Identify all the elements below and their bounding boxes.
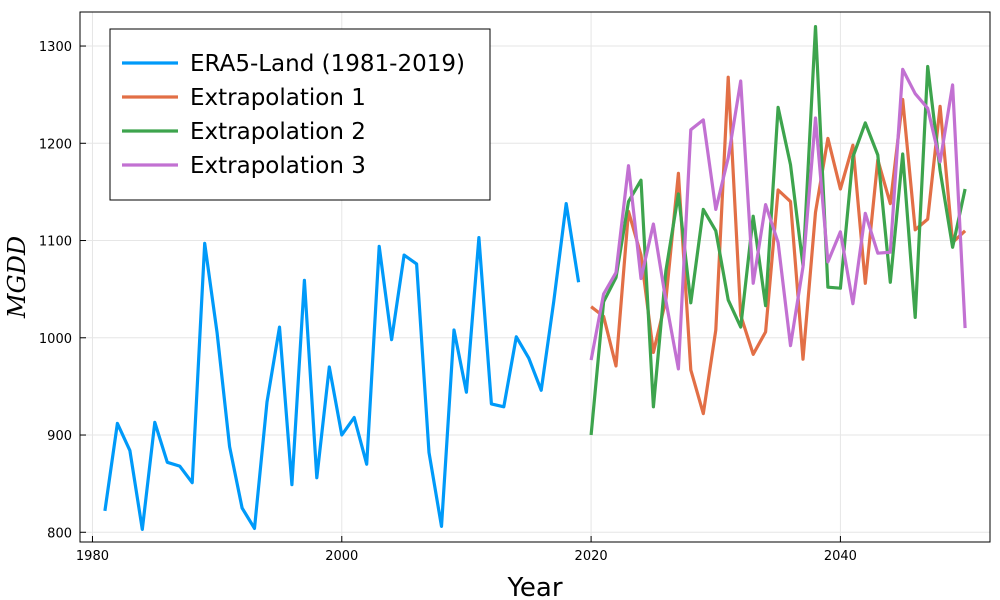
legend-entry-label: Extrapolation 2 — [190, 119, 366, 145]
series-layer — [103, 25, 967, 532]
y-tick-label: 900 — [47, 429, 72, 444]
legend-box — [109, 28, 491, 201]
x-tick-label: 2020 — [575, 549, 608, 564]
x-tick-label: 2040 — [824, 549, 857, 564]
legend-entry-label: Extrapolation 3 — [190, 153, 366, 179]
series-line-1 — [103, 202, 581, 532]
axis-ticks: 1980 2000 2020 2040 800 900 1000 1100 1200 1300 — [39, 40, 857, 564]
y-tick-label: 1000 — [39, 332, 72, 347]
x-tick-label: 2000 — [325, 549, 358, 564]
y-axis-label: MGDD — [3, 236, 31, 319]
gridlines — [80, 12, 990, 542]
y-tick-label: 1200 — [39, 137, 72, 152]
x-tick-label: 1980 — [76, 549, 109, 564]
legend-entry-label: Extrapolation 1 — [190, 85, 366, 111]
series-line-2 — [590, 75, 967, 416]
y-tick-label: 1300 — [39, 40, 72, 55]
y-tick-label: 1100 — [39, 235, 72, 250]
legend: ERA5-Land (1981-2019) Extrapolation 1 Extr… — [109, 28, 491, 201]
x-axis-label: Year — [506, 573, 562, 600]
series-line-3 — [589, 25, 967, 436]
legend-entry-label: ERA5-Land (1981-2019) — [190, 51, 465, 77]
series-line-4 — [589, 67, 967, 371]
y-tick-label: 800 — [47, 526, 72, 541]
plot-frame — [79, 11, 991, 543]
